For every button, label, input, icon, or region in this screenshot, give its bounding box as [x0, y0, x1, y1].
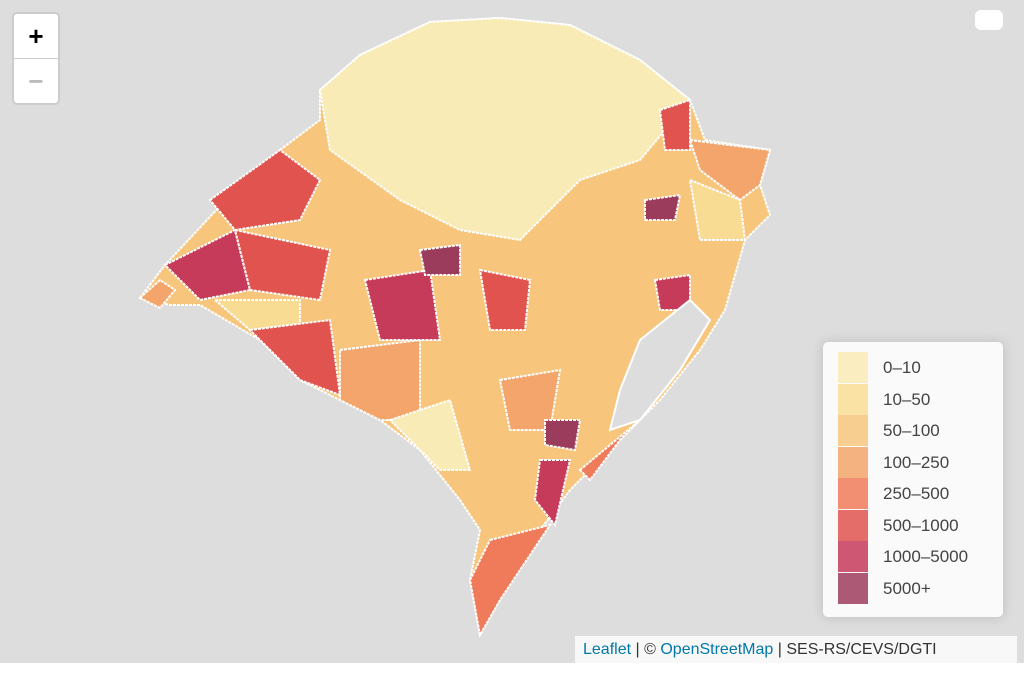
region: [644, 193, 682, 221]
legend-label: 10–50: [883, 389, 931, 409]
legend-item: 10–50: [838, 383, 998, 415]
region: [658, 98, 691, 151]
legend-swatch: [838, 352, 868, 383]
legend-item: 5000+: [838, 572, 998, 604]
legend-swatch: [838, 572, 868, 604]
legend-swatch: [838, 415, 868, 446]
attribution: Leaflet | © OpenStreetMap | SES-RS/CEVS/…: [575, 636, 1017, 663]
region: [208, 148, 322, 232]
region: [233, 228, 332, 302]
region: [318, 16, 692, 242]
legend-label: 0–10: [883, 358, 921, 377]
legend: 0–10 10–50 50–100 100–250 250–500 500–1000 100…: [823, 342, 1003, 617]
region: [533, 459, 572, 528]
legend-item: 500–1000: [838, 509, 998, 541]
legend-item: 100–250: [838, 446, 998, 478]
region: [388, 398, 472, 471]
legend-label: 100–250: [883, 452, 950, 472]
region: [339, 338, 421, 421]
legend-swatch: [838, 509, 868, 541]
legend-swatch: [838, 383, 868, 415]
legend-label: 50–100: [883, 421, 940, 440]
legend-swatch: [838, 478, 868, 509]
attribution-separator: | ©: [635, 641, 656, 658]
lagoon: [608, 298, 712, 432]
region: [247, 318, 342, 397]
layer-toggle[interactable]: [975, 10, 1003, 30]
region: [478, 268, 532, 331]
region: [688, 178, 747, 241]
legend-item: 0–10: [838, 352, 998, 383]
legend-label: 5000+: [883, 578, 931, 598]
region: [363, 268, 442, 341]
leaflet-link[interactable]: Leaflet: [583, 641, 632, 658]
zoom-control: + −: [12, 12, 60, 105]
region: [418, 243, 461, 276]
legend-label: 250–500: [883, 484, 950, 503]
attribution-source: | SES-RS/CEVS/DGTI: [777, 641, 937, 658]
legend-item: 50–100: [838, 415, 998, 446]
region: [544, 419, 582, 452]
legend-item: 250–500: [838, 478, 998, 509]
legend-item: 1000–5000: [838, 541, 998, 572]
zoom-in[interactable]: +: [14, 14, 58, 59]
region: [578, 419, 641, 482]
osm-link[interactable]: OpenStreetMap: [660, 641, 774, 658]
legend-label: 500–1000: [883, 515, 959, 535]
legend-label: 1000–5000: [883, 547, 969, 566]
legend-swatch: [838, 446, 868, 478]
region: [688, 138, 772, 202]
legend-swatch: [838, 541, 868, 572]
region: [138, 278, 177, 310]
region: [468, 523, 553, 638]
zoom-out[interactable]: −: [28, 66, 44, 96]
